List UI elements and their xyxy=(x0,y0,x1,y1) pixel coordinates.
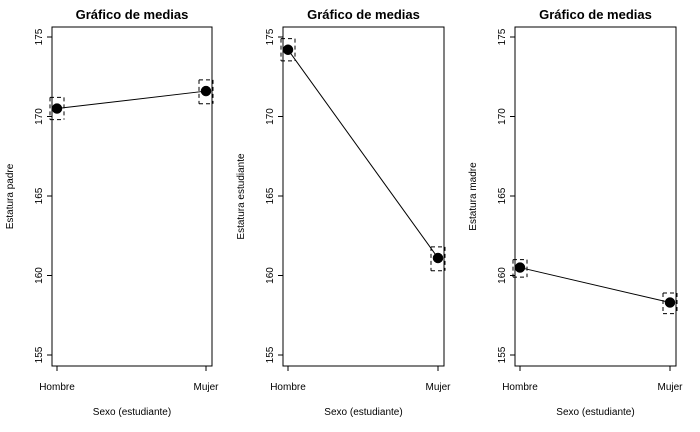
y-tick-label: 165 xyxy=(34,187,45,204)
y-tick-label: 165 xyxy=(265,187,276,204)
mean-point xyxy=(432,252,444,264)
means-line xyxy=(519,267,671,304)
x-tick-label: Mujer xyxy=(425,382,451,393)
x-tick-label: Hombre xyxy=(270,382,306,393)
panel-1: Gráfico de medias 155 160 165 170 175 Estatura… xyxy=(5,7,219,418)
chart-title: Gráfico de medias xyxy=(76,7,189,22)
y-tick-label: 175 xyxy=(265,28,276,45)
y-axis-label: Estatura padre xyxy=(5,163,16,229)
chart-title: Gráfico de medias xyxy=(539,7,652,22)
y-tick-label: 160 xyxy=(34,267,45,284)
y-tick-label: 170 xyxy=(497,108,508,125)
mean-point xyxy=(664,297,676,308)
x-tick-label: Mujer xyxy=(657,382,683,393)
chart-title: Gráfico de medias xyxy=(307,7,420,22)
x-axis-label: Sexo (estudiante) xyxy=(556,407,634,418)
y-tick-label: 175 xyxy=(497,28,508,45)
means-line xyxy=(287,49,439,259)
mean-point xyxy=(200,85,212,97)
plot-frame xyxy=(51,26,213,367)
panel-2: Gráfico de medias 155 160 165 170 175 Estatura… xyxy=(236,7,451,418)
x-axis-label: Sexo (estudiante) xyxy=(93,407,171,418)
mean-point xyxy=(51,103,63,114)
y-tick-label: 170 xyxy=(265,108,276,125)
y-tick-label: 160 xyxy=(265,267,276,284)
y-tick-label: 155 xyxy=(265,346,276,363)
y-tick-label: 165 xyxy=(497,187,508,204)
y-axis-label: Estatura estudiante xyxy=(236,153,247,240)
x-tick-label: Hombre xyxy=(39,382,75,393)
mean-point xyxy=(282,44,294,55)
x-tick-label: Hombre xyxy=(502,382,538,393)
x-tick-label: Mujer xyxy=(193,382,219,393)
y-tick-label: 155 xyxy=(34,346,45,363)
y-tick-label: 160 xyxy=(497,267,508,284)
y-tick-label: 155 xyxy=(497,346,508,363)
means-line xyxy=(56,90,207,110)
x-axis-label: Sexo (estudiante) xyxy=(324,407,402,418)
y-tick-label: 175 xyxy=(34,28,45,45)
y-axis-label: Estatura madre xyxy=(468,162,479,231)
y-tick-label: 170 xyxy=(34,108,45,125)
panel-3: Gráfico de medias 155 160 165 170 175 Estatura… xyxy=(468,7,683,418)
plot-frame xyxy=(282,26,445,367)
mean-point xyxy=(514,262,526,273)
plot-frame xyxy=(514,26,677,367)
